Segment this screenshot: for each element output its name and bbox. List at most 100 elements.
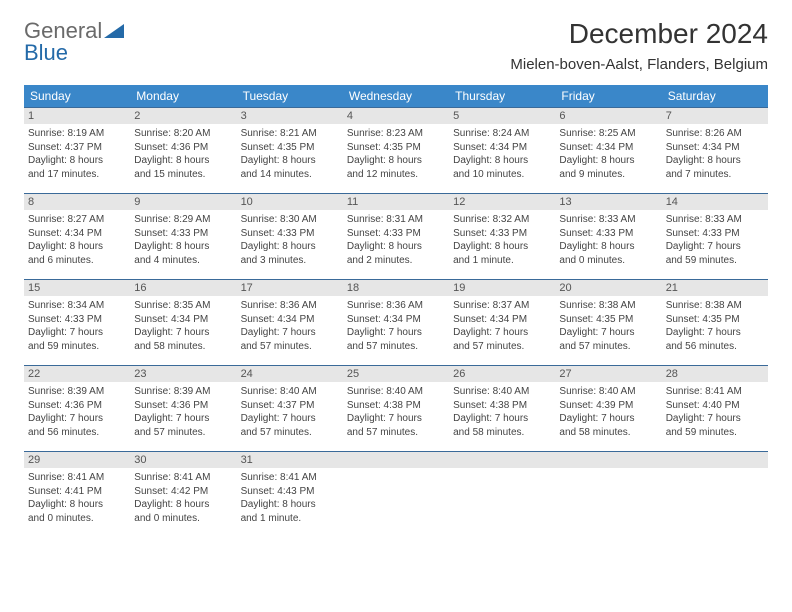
day-number: 25 — [343, 366, 449, 382]
calendar-cell: 10Sunrise: 8:30 AMSunset: 4:33 PMDayligh… — [237, 194, 343, 280]
day-number: 11 — [343, 194, 449, 210]
sunrise-text: Sunrise: 8:41 AM — [28, 471, 126, 485]
daylight-text: Daylight: 8 hours — [241, 240, 339, 254]
daylight-text: Daylight: 8 hours — [134, 154, 232, 168]
calendar-cell: 3 Sunrise: 8:21 AMSunset: 4:35 PMDaylight… — [237, 108, 343, 194]
sunset-text: Sunset: 4:33 PM — [559, 227, 657, 241]
daylight-text: and 17 minutes. — [28, 168, 126, 182]
day-number: 7 — [662, 108, 768, 124]
sunrise-text: Sunrise: 8:27 AM — [28, 213, 126, 227]
sunrise-text: Sunrise: 8:41 AM — [134, 471, 232, 485]
calendar-cell — [343, 452, 449, 538]
daylight-text: and 7 minutes. — [666, 168, 764, 182]
daylight-text: and 56 minutes. — [666, 340, 764, 354]
daylight-text: Daylight: 8 hours — [241, 154, 339, 168]
day-number: 13 — [555, 194, 661, 210]
daylight-text: and 59 minutes. — [28, 340, 126, 354]
logo: General Blue — [24, 18, 124, 66]
daylight-text: and 2 minutes. — [347, 254, 445, 268]
sunrise-text: Sunrise: 8:26 AM — [666, 127, 764, 141]
sunrise-text: Sunrise: 8:40 AM — [347, 385, 445, 399]
logo-text-blue: Blue — [24, 40, 68, 66]
sunrise-text: Sunrise: 8:35 AM — [134, 299, 232, 313]
daylight-text: Daylight: 8 hours — [28, 498, 126, 512]
daylight-text: Daylight: 8 hours — [453, 154, 551, 168]
sunset-text: Sunset: 4:33 PM — [666, 227, 764, 241]
daylight-text: and 6 minutes. — [28, 254, 126, 268]
daylight-text: and 57 minutes. — [453, 340, 551, 354]
daylight-text: Daylight: 7 hours — [453, 412, 551, 426]
calendar-cell: 20Sunrise: 8:38 AMSunset: 4:35 PMDayligh… — [555, 280, 661, 366]
day-number: 15 — [24, 280, 130, 296]
location-text: Mielen-boven-Aalst, Flanders, Belgium — [510, 56, 768, 73]
daylight-text: Daylight: 8 hours — [559, 240, 657, 254]
sunrise-text: Sunrise: 8:19 AM — [28, 127, 126, 141]
calendar-body: 1Sunrise: 8:19 AMSunset: 4:37 PMDaylight… — [24, 108, 768, 538]
daylight-text: Daylight: 7 hours — [453, 326, 551, 340]
day-number: 5 — [449, 108, 555, 124]
daylight-text: Daylight: 8 hours — [347, 240, 445, 254]
daylight-text: Daylight: 7 hours — [347, 412, 445, 426]
sunrise-text: Sunrise: 8:29 AM — [134, 213, 232, 227]
day-number: 17 — [237, 280, 343, 296]
day-number: 29 — [24, 452, 130, 468]
daylight-text: Daylight: 7 hours — [666, 412, 764, 426]
daylight-text: and 1 minute. — [241, 512, 339, 526]
daylight-text: Daylight: 8 hours — [559, 154, 657, 168]
calendar-cell: 9Sunrise: 8:29 AMSunset: 4:33 PMDaylight… — [130, 194, 236, 280]
day-number: 14 — [662, 194, 768, 210]
daylight-text: Daylight: 8 hours — [453, 240, 551, 254]
calendar-cell: 2Sunrise: 8:20 AMSunset: 4:36 PMDaylight… — [130, 108, 236, 194]
sunset-text: Sunset: 4:38 PM — [453, 399, 551, 413]
sunset-text: Sunset: 4:41 PM — [28, 485, 126, 499]
calendar-cell: 14Sunrise: 8:33 AMSunset: 4:33 PMDayligh… — [662, 194, 768, 280]
calendar-cell: 18Sunrise: 8:36 AMSunset: 4:34 PMDayligh… — [343, 280, 449, 366]
sunset-text: Sunset: 4:34 PM — [453, 313, 551, 327]
calendar-cell: 15Sunrise: 8:34 AMSunset: 4:33 PMDayligh… — [24, 280, 130, 366]
day-number: 1 — [24, 108, 130, 124]
calendar-cell — [555, 452, 661, 538]
sunset-text: Sunset: 4:35 PM — [241, 141, 339, 155]
day-number: 24 — [237, 366, 343, 382]
calendar-cell: 1Sunrise: 8:19 AMSunset: 4:37 PMDaylight… — [24, 108, 130, 194]
daylight-text: and 14 minutes. — [241, 168, 339, 182]
day-number: 3 — [237, 108, 343, 124]
sunset-text: Sunset: 4:34 PM — [453, 141, 551, 155]
daylight-text: Daylight: 7 hours — [241, 412, 339, 426]
calendar-cell — [449, 452, 555, 538]
sunrise-text: Sunrise: 8:25 AM — [559, 127, 657, 141]
daylight-text: and 57 minutes. — [241, 426, 339, 440]
calendar-cell: 16Sunrise: 8:35 AMSunset: 4:34 PMDayligh… — [130, 280, 236, 366]
weekday-header: Saturday — [662, 85, 768, 108]
daylight-text: and 1 minute. — [453, 254, 551, 268]
calendar-week: 22Sunrise: 8:39 AMSunset: 4:36 PMDayligh… — [24, 366, 768, 452]
weekday-header: Monday — [130, 85, 236, 108]
calendar-cell: 30Sunrise: 8:41 AMSunset: 4:42 PMDayligh… — [130, 452, 236, 538]
calendar-cell — [662, 452, 768, 538]
calendar-cell: 19Sunrise: 8:37 AMSunset: 4:34 PMDayligh… — [449, 280, 555, 366]
sunrise-text: Sunrise: 8:21 AM — [241, 127, 339, 141]
daylight-text: and 0 minutes. — [134, 512, 232, 526]
daylight-text: Daylight: 7 hours — [28, 412, 126, 426]
daylight-text: and 57 minutes. — [347, 426, 445, 440]
sunset-text: Sunset: 4:33 PM — [347, 227, 445, 241]
day-number-bar — [449, 452, 555, 468]
daylight-text: and 9 minutes. — [559, 168, 657, 182]
daylight-text: and 58 minutes. — [559, 426, 657, 440]
calendar-cell: 17Sunrise: 8:36 AMSunset: 4:34 PMDayligh… — [237, 280, 343, 366]
calendar-cell: 12Sunrise: 8:32 AMSunset: 4:33 PMDayligh… — [449, 194, 555, 280]
daylight-text: Daylight: 7 hours — [241, 326, 339, 340]
calendar-cell: 21Sunrise: 8:38 AMSunset: 4:35 PMDayligh… — [662, 280, 768, 366]
daylight-text: Daylight: 8 hours — [347, 154, 445, 168]
calendar-cell: 28Sunrise: 8:41 AMSunset: 4:40 PMDayligh… — [662, 366, 768, 452]
day-number: 27 — [555, 366, 661, 382]
calendar-cell: 8Sunrise: 8:27 AMSunset: 4:34 PMDaylight… — [24, 194, 130, 280]
daylight-text: and 3 minutes. — [241, 254, 339, 268]
daylight-text: Daylight: 8 hours — [134, 240, 232, 254]
sunset-text: Sunset: 4:33 PM — [28, 313, 126, 327]
daylight-text: Daylight: 7 hours — [134, 326, 232, 340]
sunset-text: Sunset: 4:38 PM — [347, 399, 445, 413]
sunrise-text: Sunrise: 8:38 AM — [666, 299, 764, 313]
day-number: 8 — [24, 194, 130, 210]
sunrise-text: Sunrise: 8:37 AM — [453, 299, 551, 313]
